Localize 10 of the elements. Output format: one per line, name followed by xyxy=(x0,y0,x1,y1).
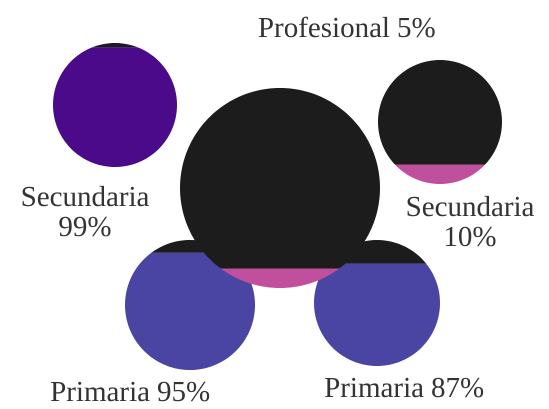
category-label: Profesional xyxy=(258,12,390,44)
category-label: Primaria xyxy=(324,372,424,404)
data-label: 5% xyxy=(397,12,436,44)
data-label: 87% xyxy=(431,372,484,404)
data-label: 95% xyxy=(157,376,210,408)
category-label: Secundaria xyxy=(406,191,535,223)
category-label: Secundaria xyxy=(20,181,150,213)
data-label: 99% xyxy=(58,211,112,243)
category-label: Primaria xyxy=(50,376,150,408)
data-label: 10% xyxy=(443,221,497,253)
